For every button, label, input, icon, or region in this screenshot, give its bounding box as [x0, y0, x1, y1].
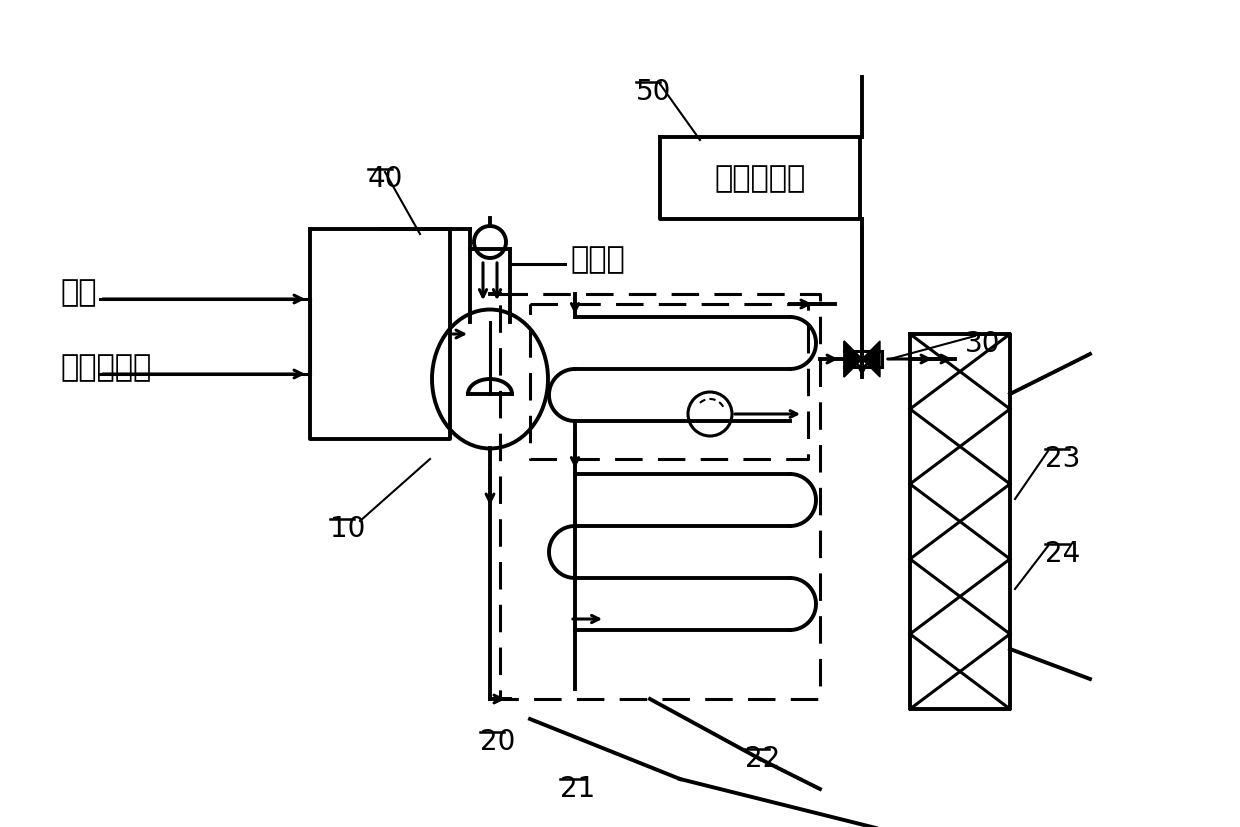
- Text: 22: 22: [745, 744, 780, 772]
- Polygon shape: [862, 342, 880, 378]
- Polygon shape: [844, 342, 862, 378]
- Polygon shape: [844, 342, 862, 378]
- Text: 21: 21: [560, 774, 595, 802]
- Text: 乙垄氪溶液: 乙垄氪溶液: [60, 353, 151, 382]
- Text: 24: 24: [1045, 539, 1080, 567]
- Text: 20: 20: [480, 727, 516, 755]
- Text: 反应终止剂: 反应终止剂: [714, 165, 806, 194]
- Text: 丙酮: 丙酮: [60, 278, 97, 307]
- Text: 50: 50: [636, 78, 671, 106]
- Text: 30: 30: [965, 330, 1001, 357]
- Text: 10: 10: [330, 514, 366, 543]
- Text: 40: 40: [368, 165, 403, 193]
- Text: 催化剂: 催化剂: [570, 245, 625, 275]
- Text: 23: 23: [1045, 444, 1080, 472]
